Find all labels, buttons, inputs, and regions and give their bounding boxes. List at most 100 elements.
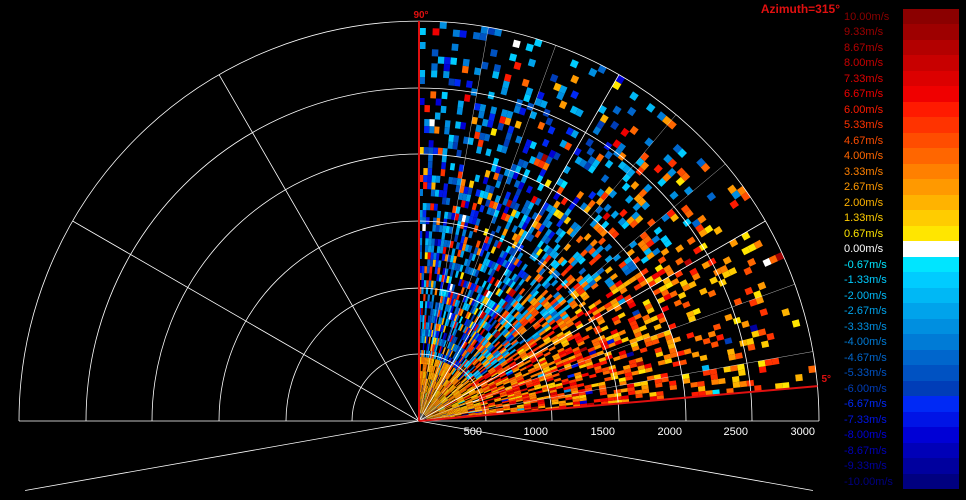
data-cell bbox=[553, 200, 561, 209]
legend-entry-label: 8.67m/s bbox=[844, 41, 884, 54]
data-cell bbox=[425, 385, 428, 393]
data-cell bbox=[629, 337, 638, 345]
data-cell bbox=[470, 393, 478, 398]
data-cell bbox=[544, 372, 553, 378]
data-cell bbox=[433, 337, 437, 345]
data-cell bbox=[593, 253, 602, 262]
data-cell bbox=[555, 385, 564, 390]
data-cell bbox=[490, 370, 498, 376]
data-cell bbox=[446, 334, 451, 342]
data-cell bbox=[424, 409, 430, 416]
data-cell bbox=[463, 318, 469, 326]
data-cell bbox=[523, 405, 532, 409]
data-cell bbox=[471, 394, 478, 399]
data-cell bbox=[439, 310, 443, 318]
data-cell bbox=[477, 335, 483, 342]
data-cell bbox=[506, 270, 513, 278]
data-cell bbox=[502, 379, 510, 384]
data-cell bbox=[424, 378, 426, 386]
data-cell bbox=[431, 308, 435, 317]
data-cell bbox=[559, 322, 567, 329]
data-cell bbox=[781, 308, 791, 317]
data-cell bbox=[617, 142, 627, 152]
data-cell bbox=[523, 399, 531, 403]
data-cell bbox=[683, 348, 692, 355]
data-cell bbox=[512, 300, 519, 308]
data-cell bbox=[466, 404, 474, 408]
data-cell bbox=[481, 383, 488, 388]
data-cell bbox=[713, 268, 722, 277]
data-cell bbox=[460, 409, 468, 413]
data-cell bbox=[690, 381, 698, 388]
data-cell bbox=[434, 366, 438, 374]
data-cell bbox=[479, 264, 486, 272]
data-cell bbox=[634, 215, 644, 224]
data-cell bbox=[560, 197, 569, 206]
data-cell bbox=[459, 272, 465, 280]
data-cell bbox=[515, 259, 523, 268]
data-cell bbox=[551, 324, 560, 331]
data-cell bbox=[494, 379, 502, 384]
data-cell bbox=[463, 334, 469, 342]
data-cell bbox=[640, 255, 650, 264]
data-cell bbox=[427, 357, 431, 365]
data-cell bbox=[599, 360, 608, 366]
data-cell bbox=[712, 389, 720, 396]
data-cell bbox=[655, 351, 664, 358]
data-cell bbox=[449, 342, 454, 350]
data-cell bbox=[453, 314, 458, 322]
data-cell bbox=[611, 301, 620, 309]
data-cell bbox=[589, 239, 598, 248]
data-cell bbox=[421, 392, 423, 400]
data-cell bbox=[518, 107, 527, 116]
data-cell bbox=[420, 378, 422, 386]
data-cell bbox=[436, 403, 443, 409]
data-cell bbox=[506, 392, 515, 396]
data-cell bbox=[498, 371, 506, 377]
data-cell bbox=[583, 232, 592, 242]
data-cell bbox=[501, 377, 509, 383]
data-cell bbox=[458, 386, 466, 392]
data-cell bbox=[515, 188, 522, 197]
data-cell bbox=[484, 350, 491, 358]
data-cell bbox=[459, 221, 465, 230]
range-tick-labels: 500 1000 1500 2000 2500 3000 bbox=[464, 426, 815, 438]
data-cell bbox=[605, 335, 614, 342]
data-cell bbox=[433, 390, 439, 397]
data-cell bbox=[425, 364, 427, 372]
data-cell bbox=[656, 391, 664, 397]
angle-label-5: 5° bbox=[821, 374, 831, 385]
legend-entry-label: 6.00m/s bbox=[844, 103, 884, 116]
data-cell bbox=[454, 412, 462, 415]
data-cell bbox=[431, 182, 436, 190]
data-cell bbox=[446, 382, 452, 389]
data-cell bbox=[727, 184, 737, 195]
data-cell bbox=[605, 291, 614, 299]
data-cell bbox=[509, 377, 517, 383]
data-cell bbox=[662, 277, 671, 285]
data-cell bbox=[620, 127, 630, 138]
data-cell bbox=[527, 234, 535, 243]
data-cell bbox=[440, 396, 446, 402]
data-cell bbox=[455, 206, 461, 214]
data-cell bbox=[516, 295, 524, 303]
data-cell bbox=[426, 417, 434, 420]
data-cell bbox=[556, 331, 564, 338]
data-cell bbox=[495, 180, 502, 189]
data-cell bbox=[423, 399, 426, 407]
data-cell bbox=[699, 287, 708, 296]
data-cell bbox=[438, 408, 446, 412]
data-cell bbox=[487, 354, 494, 361]
data-cell bbox=[424, 329, 428, 337]
data-cell bbox=[710, 341, 719, 348]
data-cell bbox=[438, 384, 444, 392]
data-cell bbox=[494, 331, 501, 339]
data-cell bbox=[572, 401, 581, 405]
data-cell bbox=[546, 377, 554, 382]
data-cell bbox=[424, 371, 427, 379]
data-cell bbox=[644, 340, 653, 348]
data-cell bbox=[544, 254, 552, 263]
data-cell bbox=[485, 323, 492, 331]
data-cell bbox=[424, 126, 430, 134]
data-cell bbox=[628, 240, 638, 249]
